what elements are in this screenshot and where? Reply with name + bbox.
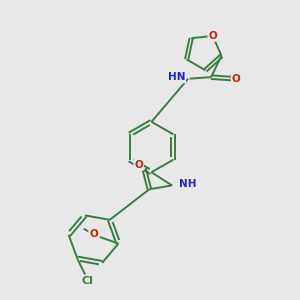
Text: NH: NH (179, 179, 196, 190)
Text: O: O (208, 31, 217, 41)
Text: O: O (134, 160, 143, 170)
Text: Cl: Cl (82, 275, 94, 286)
Text: O: O (232, 74, 241, 84)
Text: HN: HN (168, 72, 185, 82)
Text: O: O (89, 229, 98, 239)
